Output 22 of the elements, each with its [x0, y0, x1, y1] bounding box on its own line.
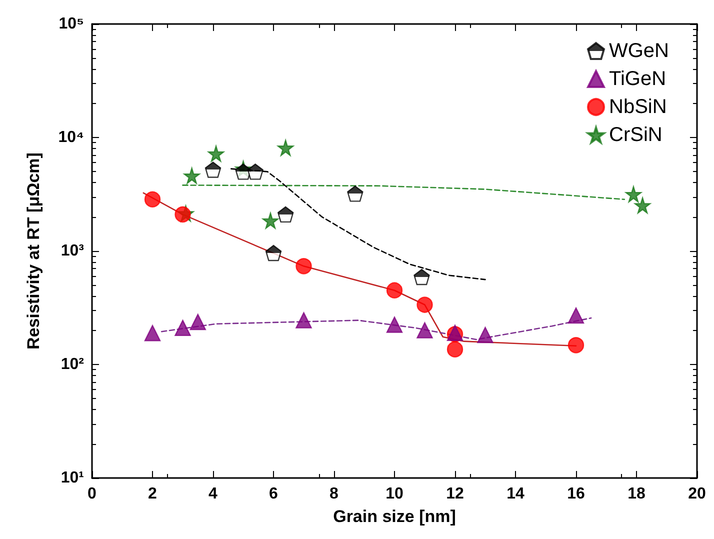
legend-label: TiGeN: [609, 68, 666, 90]
y-tick-label: 10²: [60, 356, 84, 373]
x-tick-label: 0: [88, 486, 97, 502]
x-tick-label: 8: [330, 486, 339, 502]
x-tick-label: 6: [269, 486, 278, 502]
x-tick-label: 12: [446, 486, 464, 502]
x-tick-label: 2: [148, 486, 158, 502]
y-tick-label: 10¹: [60, 470, 84, 486]
y-tick-label: 10⁵: [58, 16, 84, 32]
legend-label: NbSiN: [609, 96, 667, 118]
x-axis-title: Grain size [nm]: [333, 507, 456, 526]
x-tick-label: 10: [386, 486, 404, 502]
x-tick-label: 14: [506, 486, 524, 502]
legend-label: WGeN: [609, 40, 669, 62]
x-tick-label: 4: [208, 486, 218, 502]
x-tick-label: 20: [688, 486, 706, 502]
x-tick-label: 16: [567, 486, 585, 502]
y-axis-title: Resistivity at RT [μΩcm]: [24, 152, 43, 350]
y-tick-label: 10³: [60, 242, 84, 260]
x-tick-label: 18: [628, 486, 646, 502]
y-tick-label: 10⁴: [58, 129, 84, 146]
legend-label: CrSiN: [609, 124, 662, 146]
